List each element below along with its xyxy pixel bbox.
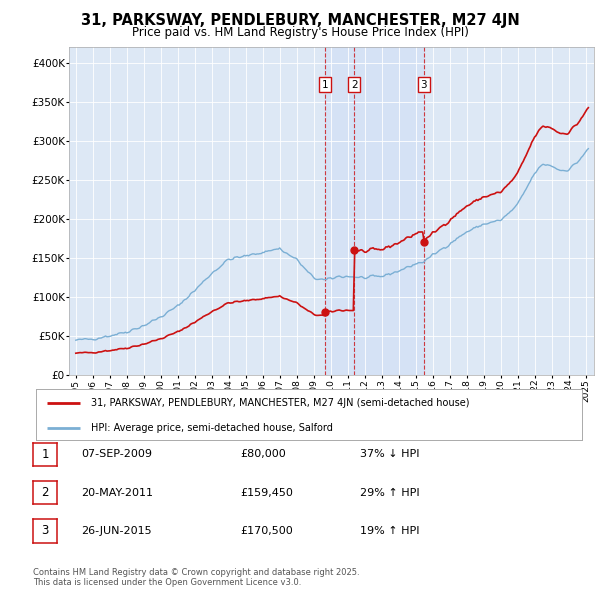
Text: Price paid vs. HM Land Registry's House Price Index (HPI): Price paid vs. HM Land Registry's House … (131, 26, 469, 39)
Text: 2: 2 (351, 80, 358, 90)
Text: 26-JUN-2015: 26-JUN-2015 (81, 526, 152, 536)
Text: £80,000: £80,000 (240, 450, 286, 459)
Text: 3: 3 (41, 525, 49, 537)
Text: 37% ↓ HPI: 37% ↓ HPI (360, 450, 419, 459)
Text: 2: 2 (41, 486, 49, 499)
Bar (325, 47, 354, 375)
Text: 20-MAY-2011: 20-MAY-2011 (81, 488, 153, 497)
Text: 07-SEP-2009: 07-SEP-2009 (81, 450, 152, 459)
Text: 3: 3 (421, 80, 427, 90)
Text: 31, PARKSWAY, PENDLEBURY, MANCHESTER, M27 4JN (semi-detached house): 31, PARKSWAY, PENDLEBURY, MANCHESTER, M2… (91, 398, 469, 408)
Text: 19% ↑ HPI: 19% ↑ HPI (360, 526, 419, 536)
Text: HPI: Average price, semi-detached house, Salford: HPI: Average price, semi-detached house,… (91, 422, 332, 432)
Text: 1: 1 (322, 80, 329, 90)
Text: Contains HM Land Registry data © Crown copyright and database right 2025.
This d: Contains HM Land Registry data © Crown c… (33, 568, 359, 587)
Text: 1: 1 (41, 448, 49, 461)
Text: 31, PARKSWAY, PENDLEBURY, MANCHESTER, M27 4JN: 31, PARKSWAY, PENDLEBURY, MANCHESTER, M2… (80, 13, 520, 28)
Text: £159,450: £159,450 (240, 488, 293, 497)
Text: £170,500: £170,500 (240, 526, 293, 536)
Bar (354, 47, 424, 375)
Text: 29% ↑ HPI: 29% ↑ HPI (360, 488, 419, 497)
